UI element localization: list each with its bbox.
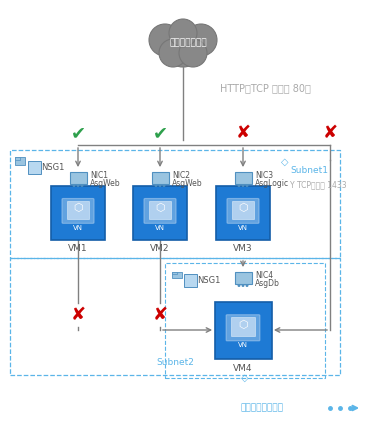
Circle shape — [161, 23, 205, 67]
Circle shape — [238, 284, 240, 287]
Text: 仮想ネットワーク: 仮想ネットワーク — [240, 404, 284, 412]
Text: AsgDb: AsgDb — [255, 278, 280, 288]
Text: ✔: ✔ — [152, 124, 168, 142]
Text: HTTP（TCP ポート 80）: HTTP（TCP ポート 80） — [220, 83, 310, 93]
FancyBboxPatch shape — [235, 272, 251, 284]
Text: ⬡: ⬡ — [73, 203, 83, 213]
Text: VN: VN — [73, 225, 83, 231]
FancyBboxPatch shape — [67, 201, 89, 219]
Text: NIC4: NIC4 — [255, 270, 273, 280]
Text: NIC1: NIC1 — [90, 170, 108, 179]
FancyBboxPatch shape — [152, 172, 168, 184]
Circle shape — [72, 184, 75, 187]
Text: AsgLogic: AsgLogic — [255, 179, 289, 187]
Text: ⬡: ⬡ — [238, 319, 248, 330]
Text: VM2: VM2 — [150, 244, 170, 253]
Text: NSG1: NSG1 — [197, 275, 220, 285]
FancyBboxPatch shape — [15, 157, 25, 165]
Text: ⬡: ⬡ — [155, 203, 165, 213]
Circle shape — [158, 184, 161, 187]
Text: AsgWeb: AsgWeb — [172, 179, 203, 187]
FancyBboxPatch shape — [51, 186, 105, 240]
Bar — [165, 263, 325, 378]
Text: NIC2: NIC2 — [172, 170, 190, 179]
FancyBboxPatch shape — [172, 272, 177, 274]
Text: VM4: VM4 — [233, 363, 253, 373]
Circle shape — [159, 39, 187, 67]
Text: Subnet1: Subnet1 — [290, 165, 328, 175]
FancyBboxPatch shape — [183, 274, 197, 286]
Text: NIC3: NIC3 — [255, 170, 273, 179]
FancyBboxPatch shape — [149, 201, 171, 219]
FancyBboxPatch shape — [27, 160, 41, 173]
Circle shape — [242, 284, 244, 287]
Text: VM3: VM3 — [233, 244, 253, 253]
Circle shape — [149, 24, 181, 56]
FancyBboxPatch shape — [214, 302, 272, 359]
Bar — [10, 150, 340, 258]
Circle shape — [185, 24, 217, 56]
FancyBboxPatch shape — [70, 172, 86, 184]
FancyBboxPatch shape — [144, 198, 176, 223]
Text: VN: VN — [238, 225, 248, 231]
FancyBboxPatch shape — [232, 201, 254, 219]
Text: ✘: ✘ — [322, 124, 337, 142]
Text: ✘: ✘ — [152, 306, 168, 324]
FancyBboxPatch shape — [226, 315, 260, 341]
Text: ✔: ✔ — [70, 124, 86, 142]
Text: Y TCPポート 1433: Y TCPポート 1433 — [290, 181, 347, 190]
Circle shape — [179, 39, 207, 67]
Text: ✘: ✘ — [235, 124, 251, 142]
Text: ◇: ◇ — [281, 157, 289, 167]
Text: インターネット: インターネット — [169, 38, 207, 47]
Text: ⬡: ⬡ — [238, 203, 248, 213]
Circle shape — [246, 284, 249, 287]
Text: VN: VN — [238, 342, 248, 349]
Text: Subnet2: Subnet2 — [156, 358, 194, 367]
Circle shape — [163, 184, 165, 187]
Bar — [10, 258, 340, 375]
Circle shape — [76, 184, 79, 187]
Circle shape — [242, 184, 244, 187]
Text: AsgWeb: AsgWeb — [90, 179, 121, 187]
Text: NSG1: NSG1 — [41, 162, 64, 171]
Circle shape — [169, 19, 197, 47]
FancyBboxPatch shape — [235, 172, 251, 184]
Circle shape — [81, 184, 83, 187]
FancyBboxPatch shape — [227, 198, 259, 223]
FancyBboxPatch shape — [231, 317, 255, 336]
FancyBboxPatch shape — [133, 186, 187, 240]
Circle shape — [238, 184, 240, 187]
Text: ◇: ◇ — [241, 373, 249, 383]
Text: ✘: ✘ — [70, 306, 86, 324]
Text: VN: VN — [155, 225, 165, 231]
Text: VM1: VM1 — [68, 244, 88, 253]
FancyBboxPatch shape — [172, 272, 182, 278]
Circle shape — [154, 184, 157, 187]
FancyBboxPatch shape — [216, 186, 270, 240]
FancyBboxPatch shape — [62, 198, 94, 223]
Circle shape — [246, 184, 249, 187]
FancyBboxPatch shape — [15, 157, 20, 160]
